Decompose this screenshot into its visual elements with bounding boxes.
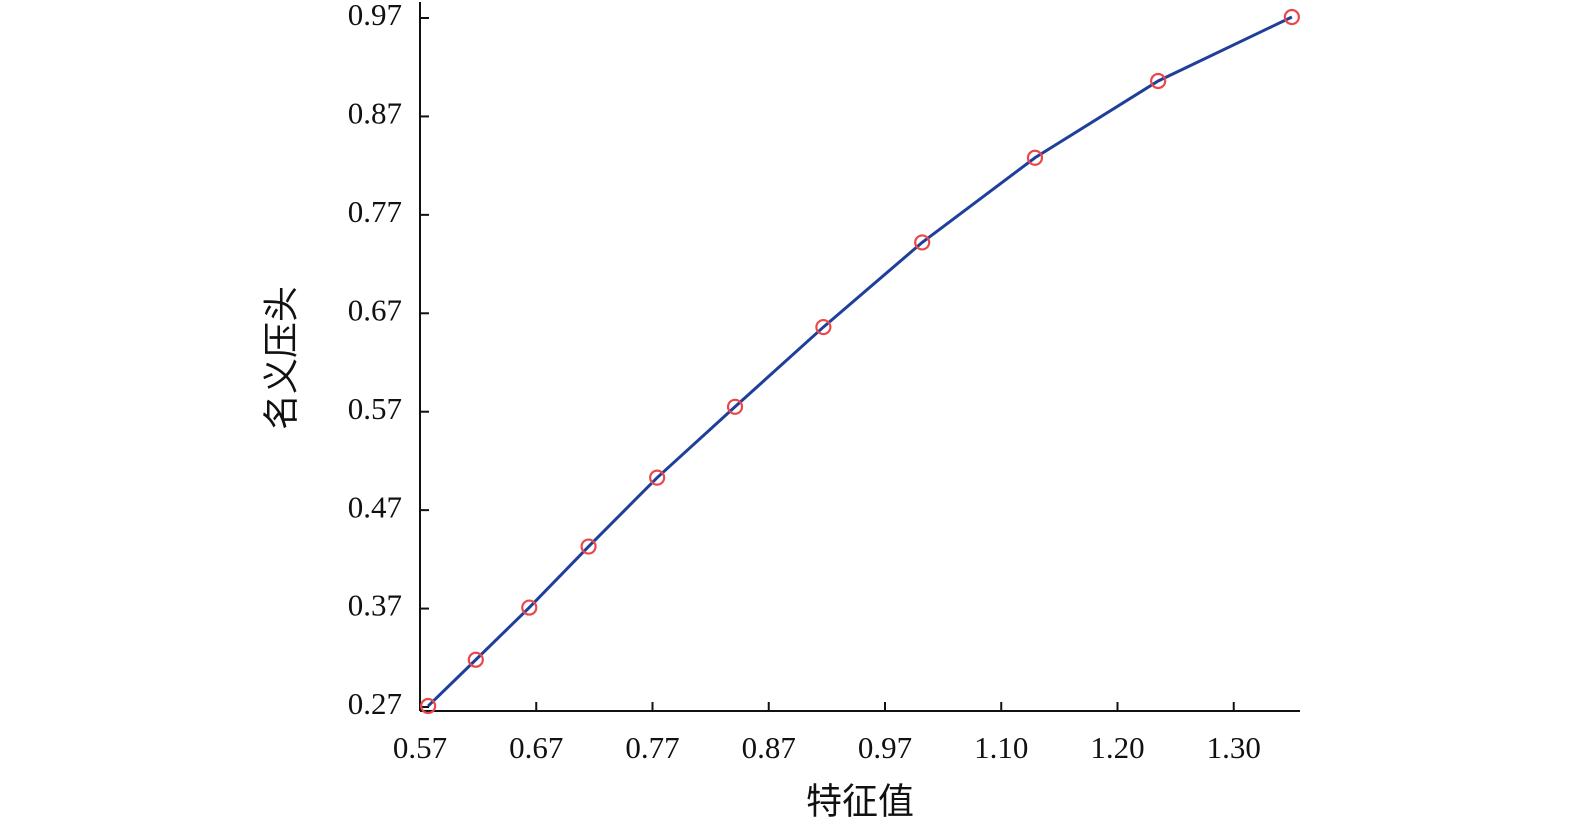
data-point <box>467 651 484 668</box>
y-tick-label: 0.97 <box>348 0 402 32</box>
y-axis-label: 名义压头 <box>261 286 301 430</box>
y-tick-label: 0.37 <box>348 588 402 623</box>
y-tick-label: 0.87 <box>348 96 402 131</box>
data-point <box>580 538 597 555</box>
x-tick-label: 0.97 <box>858 730 912 765</box>
x-axis-label: 特征值 <box>806 781 914 821</box>
y-tick-label: 0.67 <box>348 292 402 327</box>
x-tick-label: 0.77 <box>625 730 679 765</box>
data-point <box>1026 149 1044 166</box>
x-tick-label: 1.20 <box>1090 730 1144 765</box>
x-tick-label: 1.10 <box>974 730 1028 765</box>
data-point <box>1150 72 1167 90</box>
y-tick-label: 0.77 <box>348 194 402 229</box>
data-point <box>1283 8 1300 26</box>
fit-line <box>427 15 1293 708</box>
y-tick-label: 0.57 <box>348 391 402 426</box>
data-point <box>726 398 744 415</box>
x-tick-label: 1.30 <box>1207 730 1261 765</box>
y-tick-label: 0.47 <box>348 489 402 524</box>
data-point <box>649 469 666 486</box>
data-point <box>521 599 538 616</box>
data-point <box>420 697 437 715</box>
x-tick-label: 0.57 <box>393 730 447 765</box>
y-tick-label: 0.27 <box>348 686 402 721</box>
data-point <box>815 318 832 336</box>
data-point <box>914 234 931 251</box>
x-tick-label: 0.67 <box>509 730 563 765</box>
x-tick-label: 0.87 <box>742 730 796 765</box>
